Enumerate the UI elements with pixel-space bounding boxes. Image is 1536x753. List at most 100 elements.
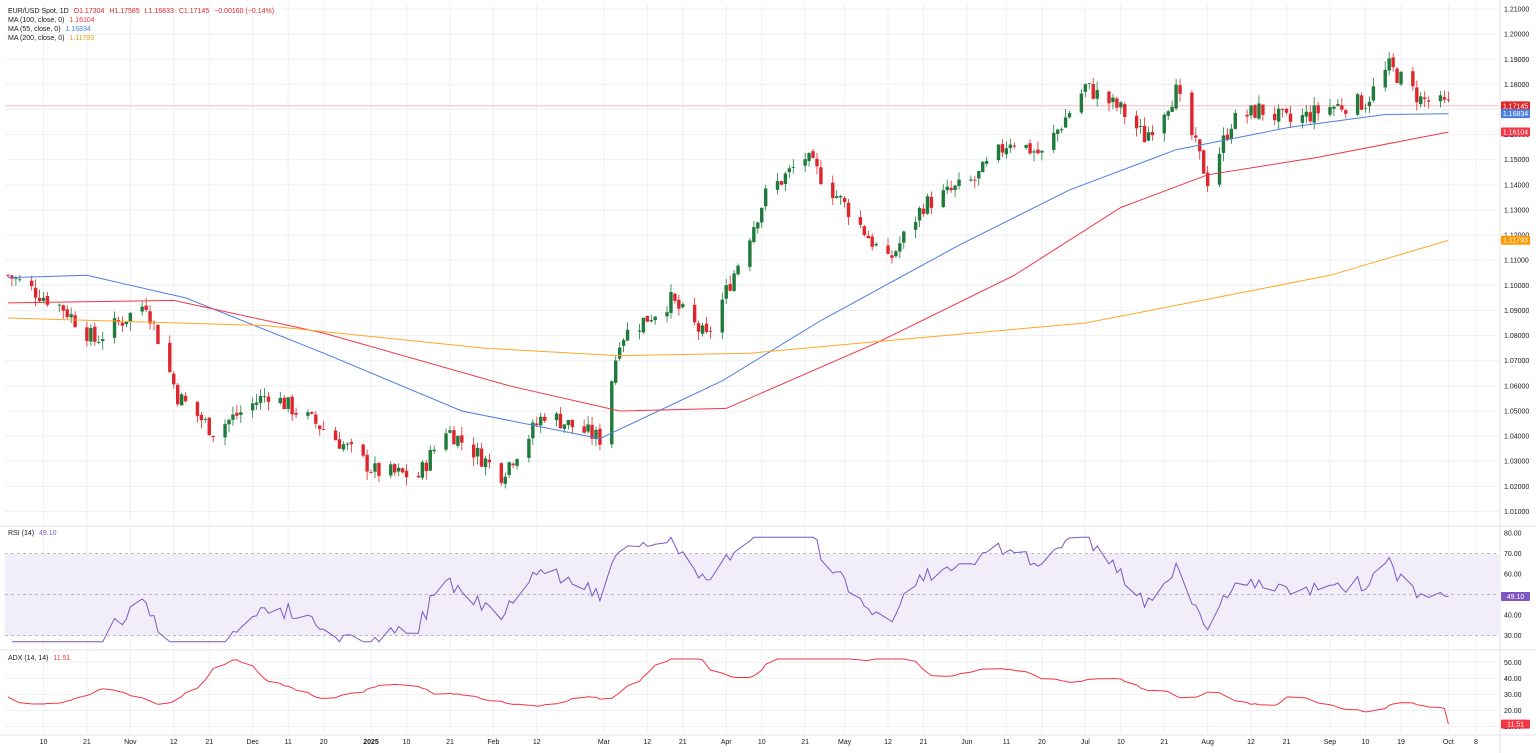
rsi-tick-label: 80.00 xyxy=(1504,531,1522,538)
candle-body xyxy=(929,196,934,208)
candle-body xyxy=(428,449,432,471)
candle-body xyxy=(365,454,369,472)
candle-body xyxy=(239,412,243,415)
candle-body xyxy=(420,462,425,478)
candle-body xyxy=(621,340,626,346)
candle-body xyxy=(314,414,318,424)
candle-body xyxy=(1273,113,1277,121)
adx-legend[interactable]: ADX (14, 14) 11.51 xyxy=(8,654,73,663)
ma100-legend[interactable]: MA (100, close, 0) 1.16104 xyxy=(8,16,98,25)
price-tick-label: 1.05000 xyxy=(1504,408,1529,415)
candle-body xyxy=(97,342,101,343)
symbol-title: EUR/USD Spot, 1D xyxy=(8,8,69,15)
candle-body xyxy=(57,304,62,306)
price-tick-label: 1.10000 xyxy=(1504,283,1529,290)
time-tick-label: Jul xyxy=(1081,739,1090,746)
candle-body xyxy=(981,161,985,173)
candle-body xyxy=(610,381,614,445)
candle-body xyxy=(1142,125,1147,143)
candle-body xyxy=(396,467,401,472)
candle-body xyxy=(475,447,480,457)
open-value: O1.17304 xyxy=(73,8,105,15)
candle-body xyxy=(866,235,870,239)
candle-body xyxy=(1229,128,1234,140)
candle-body xyxy=(1446,99,1451,101)
candle-body xyxy=(235,412,239,416)
time-tick-label: 12 xyxy=(533,739,541,746)
candle-body xyxy=(89,327,93,342)
candle-body xyxy=(787,168,792,173)
candle-body xyxy=(223,424,227,438)
ma55-legend[interactable]: MA (55, close, 0) 1.16834 xyxy=(8,25,94,34)
time-tick-label: 21 xyxy=(679,739,687,746)
candle-body xyxy=(1083,84,1088,92)
candle-body xyxy=(175,384,180,405)
candle-body xyxy=(531,422,535,439)
candle-body xyxy=(1312,105,1316,123)
candle-body xyxy=(61,305,65,311)
candle-body xyxy=(266,396,271,402)
candle-body xyxy=(1308,112,1312,122)
time-tick-label: Feb xyxy=(487,739,499,746)
price-tick-label: 1.20000 xyxy=(1504,32,1529,39)
low-value: L1.16833 xyxy=(144,8,174,15)
price-tick-label: 1.21000 xyxy=(1504,7,1529,14)
candle-body xyxy=(1024,144,1028,148)
candle-body xyxy=(1399,71,1403,85)
candle-body xyxy=(783,173,788,185)
candle-body xyxy=(1138,125,1143,127)
candle-body xyxy=(456,435,460,446)
candle-body xyxy=(673,293,677,301)
time-tick-label: 12 xyxy=(884,739,892,746)
price-tick-label: 1.06000 xyxy=(1504,383,1529,390)
candle-body xyxy=(1194,135,1198,138)
candle-body xyxy=(1162,114,1166,134)
candle-body xyxy=(6,275,10,276)
time-tick-label: 11 xyxy=(285,739,292,746)
candle-body xyxy=(736,265,740,275)
price-tick-label: 1.18000 xyxy=(1504,82,1529,89)
candle-body xyxy=(1422,97,1427,99)
candle-body xyxy=(460,435,464,443)
candle-body xyxy=(779,181,784,185)
candle-body xyxy=(637,330,642,332)
time-tick-label: 21 xyxy=(1160,739,1168,746)
candle-body xyxy=(1205,172,1210,187)
candle-body xyxy=(1004,148,1009,155)
candle-body xyxy=(424,462,429,472)
candle-body xyxy=(665,312,669,317)
candle-body xyxy=(1276,108,1281,122)
ma100-value: 1.16104 xyxy=(69,17,95,24)
time-tick-label: 21 xyxy=(83,739,91,746)
candle-body xyxy=(1032,151,1036,153)
candle-body xyxy=(890,255,894,258)
rsi-line xyxy=(11,536,1449,643)
candle-body xyxy=(831,182,835,198)
candle-body xyxy=(562,424,567,429)
candle-body xyxy=(582,426,586,433)
candle-body xyxy=(598,428,602,445)
candle-body xyxy=(1063,117,1068,128)
last-price-badge-bg xyxy=(1501,101,1530,111)
candle-body xyxy=(282,397,286,410)
candle-body xyxy=(1052,132,1056,150)
candle-body xyxy=(148,311,152,324)
ma200-legend[interactable]: MA (200, close, 0) 1.11793 xyxy=(8,34,97,43)
candle-body xyxy=(452,430,456,445)
candle-body xyxy=(645,315,649,322)
candle-body xyxy=(507,462,511,475)
candle-body xyxy=(37,297,42,302)
candle-body xyxy=(124,321,129,324)
candle-body xyxy=(1036,149,1040,154)
candle-body xyxy=(1146,132,1151,141)
adx-tick-label: 50.00 xyxy=(1504,660,1522,667)
rsi-legend[interactable]: RSI (14) 49.10 xyxy=(8,529,60,538)
candle-body xyxy=(898,243,902,252)
candle-body xyxy=(65,309,69,317)
ma200-badge: 1.11793 xyxy=(1503,238,1528,245)
candle-body xyxy=(45,295,50,305)
candle-body xyxy=(756,222,760,229)
price-tick-label: 1.15000 xyxy=(1504,157,1529,164)
